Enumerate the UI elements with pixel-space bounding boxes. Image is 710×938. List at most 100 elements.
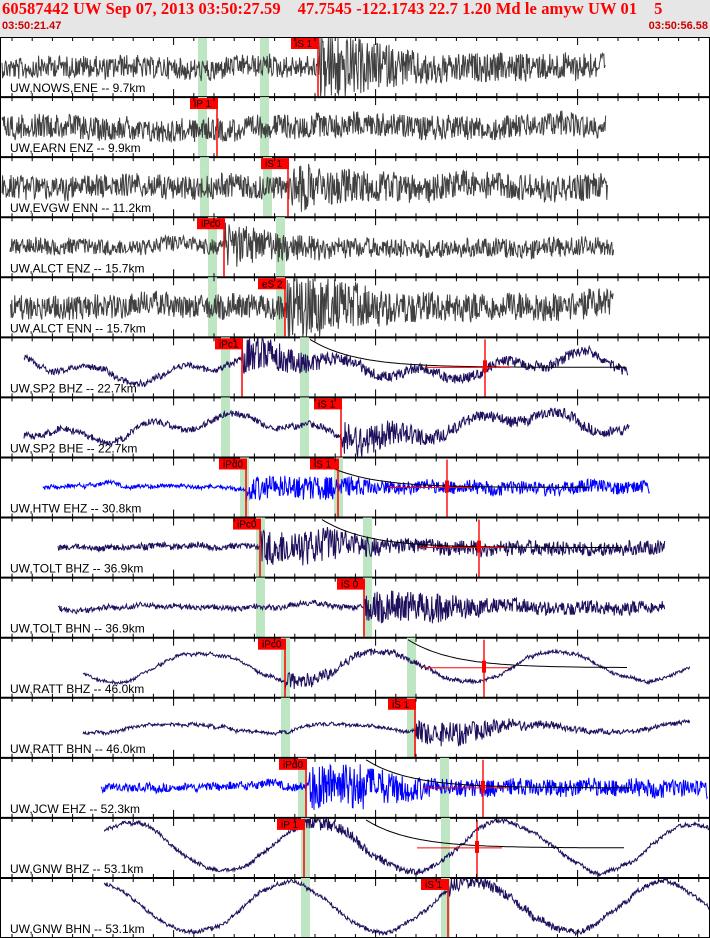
pick-label: iS 1 — [392, 700, 410, 711]
pick-flag[interactable] — [190, 98, 218, 110]
coda-curve — [321, 519, 622, 548]
trace-row[interactable]: iPc0 UW,ALCT ENZ -- 15.7km — [0, 217, 710, 279]
waveform — [9, 278, 614, 337]
station-label: UW,GNW BHZ -- 53.1km — [10, 862, 143, 876]
phase-window — [441, 877, 450, 938]
end-time: 03:50:56.58 — [648, 20, 708, 32]
coda-marker-box — [445, 480, 449, 493]
waveform — [57, 590, 666, 624]
trace-row[interactable]: iP 1 UW,EARN ENZ -- 9.9km — [0, 97, 710, 159]
station-label: UW,EVGW ENN -- 11.2km — [10, 201, 151, 215]
waveform — [23, 407, 630, 457]
pick-label: iP 1 — [194, 99, 211, 110]
trace-row[interactable]: iS 1 UW,GNW BHN -- 53.1km — [0, 877, 710, 938]
waveform — [1, 110, 607, 143]
waveform — [9, 222, 615, 267]
station-label: UW,RATT BHZ -- 46.0km — [10, 682, 144, 696]
coda-curve — [365, 819, 624, 849]
waveform — [23, 337, 629, 388]
pick-flag[interactable] — [215, 338, 243, 350]
coda-marker-box — [483, 360, 487, 373]
trace-row[interactable]: iS 1 UW,EVGW ENN -- 11.2km — [0, 157, 710, 219]
coda-curve — [407, 639, 627, 668]
phase-window — [301, 817, 310, 878]
pick-flag[interactable] — [337, 578, 365, 590]
trace-row[interactable]: iPc0 UW,RATT BHZ -- 46.0km — [0, 637, 710, 699]
waveform — [82, 718, 691, 747]
station-label: UW,EARN ENZ -- 9.9km — [10, 141, 141, 155]
phase-window — [260, 37, 269, 98]
trace-row[interactable]: iS 1 UW,SP2 BHE -- 22.7km — [0, 397, 710, 459]
station-label: UW,RATT BHN -- 46.0km — [10, 742, 146, 756]
pick-flag[interactable] — [258, 638, 286, 650]
pick-flag[interactable] — [261, 158, 289, 170]
waveform — [1, 163, 608, 212]
phase-window — [281, 697, 290, 758]
pick-label: iS 1 — [425, 880, 443, 891]
pick-flag[interactable] — [388, 698, 416, 710]
waveform — [57, 527, 666, 566]
phase-window — [363, 517, 372, 578]
pick-label: eS 2 — [262, 279, 283, 290]
pick-label: iS 1 — [265, 159, 283, 170]
waveform — [1, 37, 606, 97]
station-label: UW,HTW EHZ -- 30.8km — [10, 502, 141, 516]
phase-window — [221, 397, 230, 458]
pick-flag[interactable] — [291, 38, 319, 49]
phase-window — [407, 697, 416, 758]
phase-window — [407, 637, 416, 698]
pick-flag[interactable] — [233, 518, 261, 530]
phase-window — [263, 157, 272, 218]
station-label: UW,ALCT ENZ -- 15.7km — [10, 261, 144, 275]
pick-flag[interactable] — [258, 278, 286, 290]
pick-label: iPc0 — [237, 520, 257, 531]
pick-label: iS 1 — [295, 39, 313, 50]
seismogram-panel[interactable]: iS 1 UW,NOWS,ENE -- 9.7km iP 1 UW,EARN ENZ … — [0, 37, 710, 938]
pick-flag[interactable] — [277, 818, 305, 830]
pick-label: iS 0 — [341, 580, 359, 591]
trace-row[interactable]: eS 2 UW,ALCT ENN -- 15.7km — [0, 277, 710, 339]
pick-label: iPc1 — [219, 339, 239, 350]
pick-label: iPc0 — [262, 640, 282, 651]
pick-flag[interactable] — [314, 398, 342, 410]
station-label: UW,GNW BHN -- 53.1km — [10, 922, 145, 936]
station-label: UW,SP2 BHZ -- 22.7km — [10, 381, 137, 395]
station-label: UW,ALCT ENN -- 15.7km — [10, 321, 146, 335]
coda-curve — [309, 338, 625, 368]
trace-row[interactable]: iS 0 UW,TOLT BHN -- 36.9km — [0, 577, 710, 639]
station-label: UW,JCW EHZ -- 52.3km — [10, 802, 140, 816]
coda-marker-box — [482, 660, 486, 673]
phase-window — [240, 457, 249, 518]
pick-label: iS 1 — [318, 399, 336, 410]
trace-row[interactable]: iP 1 UW,GNW BHZ -- 53.1km — [0, 817, 710, 879]
waveform — [100, 763, 709, 810]
pick-flag[interactable] — [421, 878, 449, 890]
station-label: UW,TOLT BHZ -- 36.9km — [10, 562, 143, 576]
waveform — [103, 878, 710, 937]
trace-row[interactable]: iPc1 UW,SP2 BHZ -- 22.7km — [0, 337, 710, 399]
pick-label: iS 1 — [314, 459, 332, 470]
coda-curve — [365, 759, 630, 789]
pick-label: iPd0 — [223, 459, 243, 470]
coda-marker-box — [481, 780, 485, 793]
phase-window — [200, 157, 209, 218]
trace-row[interactable]: iS 1 UW,NOWS,ENE -- 9.7km — [0, 37, 710, 99]
pick-flag[interactable] — [219, 458, 247, 470]
waveform — [82, 647, 691, 690]
trace-row[interactable]: iS 1 UW,RATT BHN -- 46.0km — [0, 697, 710, 759]
phase-window — [301, 877, 310, 938]
pick-flag[interactable] — [310, 458, 339, 470]
pick-label: iP 1 — [281, 820, 298, 831]
trace-row[interactable]: iPd0 UW,JCW EHZ -- 52.3km — [0, 757, 710, 819]
pick-flag[interactable] — [197, 218, 225, 230]
phase-window — [198, 37, 207, 98]
coda-marker-box — [477, 540, 481, 553]
pick-flag[interactable] — [279, 758, 307, 770]
event-title: 60587442 UW Sep 07, 2013 03:50:27.59 47.… — [2, 0, 663, 18]
phase-window — [208, 277, 217, 338]
waveform — [104, 817, 710, 877]
trace-row[interactable]: iPc0 UW,TOLT BHZ -- 36.9km — [0, 517, 710, 579]
trace-row[interactable]: iPd0 iS 1 UW,HTW EHZ -- 30.8km — [0, 457, 710, 519]
station-label: UW,TOLT BHN -- 36.9km — [10, 622, 145, 636]
phase-window — [300, 397, 309, 458]
